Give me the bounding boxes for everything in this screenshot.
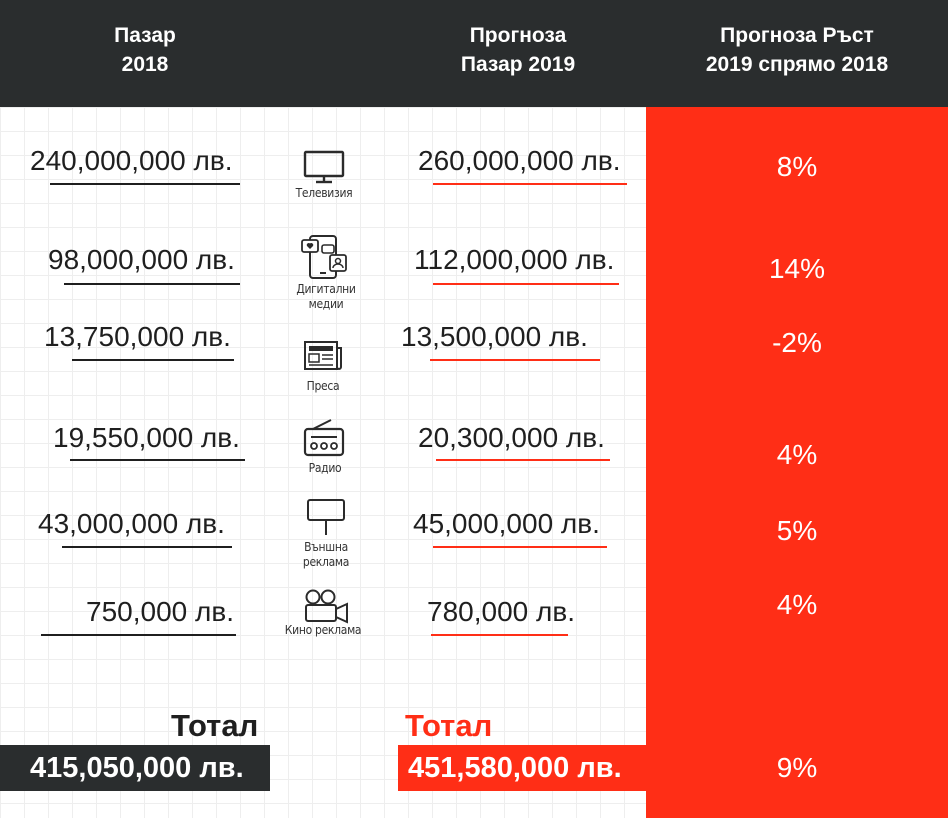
growth-outdoor: 5% bbox=[776, 515, 818, 546]
forecast-2019-press: 13,500,000 лв. bbox=[401, 321, 588, 352]
total-2018-label: Тотал bbox=[171, 708, 259, 743]
header-growth-line2: 2019 спрямо 2018 bbox=[705, 53, 889, 76]
market-2018-tv: 240,000,000 лв. bbox=[30, 145, 233, 176]
forecast-2019-cinema-underline bbox=[431, 634, 568, 636]
header-forecast-2019: Прогноза Пазар 2019 bbox=[413, 21, 623, 79]
total-2019-label: Тотал bbox=[405, 708, 493, 743]
header-market-2018-line1: Пазар bbox=[114, 24, 176, 47]
icon-label-outdoor-line2: реклама bbox=[302, 555, 350, 569]
forecast-2019-outdoor: 45,000,000 лв. bbox=[413, 508, 600, 539]
market-2018-tv-underline bbox=[50, 183, 240, 185]
header-growth-line1: Прогноза Ръст bbox=[720, 24, 874, 47]
header-market-2018: Пазар 2018 bbox=[60, 21, 230, 79]
header-forecast-2019-line1: Прогноза bbox=[469, 24, 567, 47]
growth-tv: 8% bbox=[776, 151, 818, 182]
forecast-2019-press-underline bbox=[430, 359, 600, 361]
market-2018-cinema: 750,000 лв. bbox=[86, 596, 234, 627]
forecast-2019-tv-underline bbox=[433, 183, 627, 185]
market-2018-radio-underline bbox=[70, 459, 245, 461]
market-2018-digital: 98,000,000 лв. bbox=[48, 244, 235, 275]
forecast-2019-cinema: 780,000 лв. bbox=[427, 596, 575, 627]
radio-icon bbox=[303, 419, 345, 457]
billboard-icon bbox=[307, 499, 345, 535]
growth-press: -2% bbox=[772, 327, 822, 358]
total-2019-value: 451,580,000 лв. bbox=[398, 745, 646, 791]
newspaper-icon bbox=[304, 341, 342, 370]
growth-radio: 4% bbox=[776, 439, 818, 470]
forecast-2019-digital: 112,000,000 лв. bbox=[414, 244, 615, 275]
header-forecast-2019-line2: Пазар 2019 bbox=[460, 53, 576, 76]
icon-label-tv-line1: Телевизия bbox=[295, 186, 353, 200]
forecast-2019-outdoor-underline bbox=[433, 546, 607, 548]
icon-label-cinema: Кино реклама bbox=[268, 623, 378, 638]
growth-total: 9% bbox=[776, 752, 818, 783]
movie-camera-icon bbox=[305, 589, 348, 624]
market-2018-press: 13,750,000 лв. bbox=[44, 321, 231, 352]
forecast-2019-tv: 260,000,000 лв. bbox=[418, 145, 621, 176]
growth-column bbox=[646, 107, 948, 818]
icon-label-press-line1: Преса bbox=[306, 379, 340, 393]
icon-label-digital-line2: медии bbox=[308, 297, 344, 311]
icon-label-press: Преса bbox=[268, 379, 378, 394]
total-2018-value: 415,050,000 лв. bbox=[0, 745, 270, 791]
icon-label-outdoor-line1: Външна bbox=[304, 540, 348, 554]
header-market-2018-line2: 2018 bbox=[121, 53, 169, 76]
market-2018-digital-underline bbox=[64, 283, 240, 285]
forecast-2019-digital-underline bbox=[433, 283, 619, 285]
market-2018-cinema-underline bbox=[41, 634, 236, 636]
icon-label-digital-line1: Дигитални bbox=[296, 282, 356, 296]
header-growth: Прогноза Ръст 2019 спрямо 2018 bbox=[666, 21, 928, 79]
icon-label-outdoor: Външна реклама bbox=[271, 540, 381, 570]
forecast-2019-radio: 20,300,000 лв. bbox=[418, 422, 605, 453]
icon-label-radio-line1: Радио bbox=[308, 461, 342, 475]
growth-cinema: 4% bbox=[776, 589, 818, 620]
table-header: Пазар 2018 Прогноза Пазар 2019 Прогноза … bbox=[0, 0, 948, 107]
icon-label-digital: Дигитални медии bbox=[271, 282, 381, 312]
icon-label-cinema-line1: Кино реклама bbox=[284, 623, 362, 637]
market-2018-press-underline bbox=[72, 359, 234, 361]
market-2018-outdoor: 43,000,000 лв. bbox=[38, 508, 225, 539]
forecast-2019-radio-underline bbox=[436, 459, 610, 461]
icon-label-radio: Радио bbox=[270, 461, 380, 476]
tv-icon bbox=[303, 150, 345, 184]
smartphone-social-icon bbox=[301, 235, 347, 279]
icon-label-tv: Телевизия bbox=[269, 186, 379, 201]
growth-digital: 14% bbox=[768, 253, 826, 284]
market-2018-outdoor-underline bbox=[62, 546, 232, 548]
market-2018-radio: 19,550,000 лв. bbox=[53, 422, 240, 453]
